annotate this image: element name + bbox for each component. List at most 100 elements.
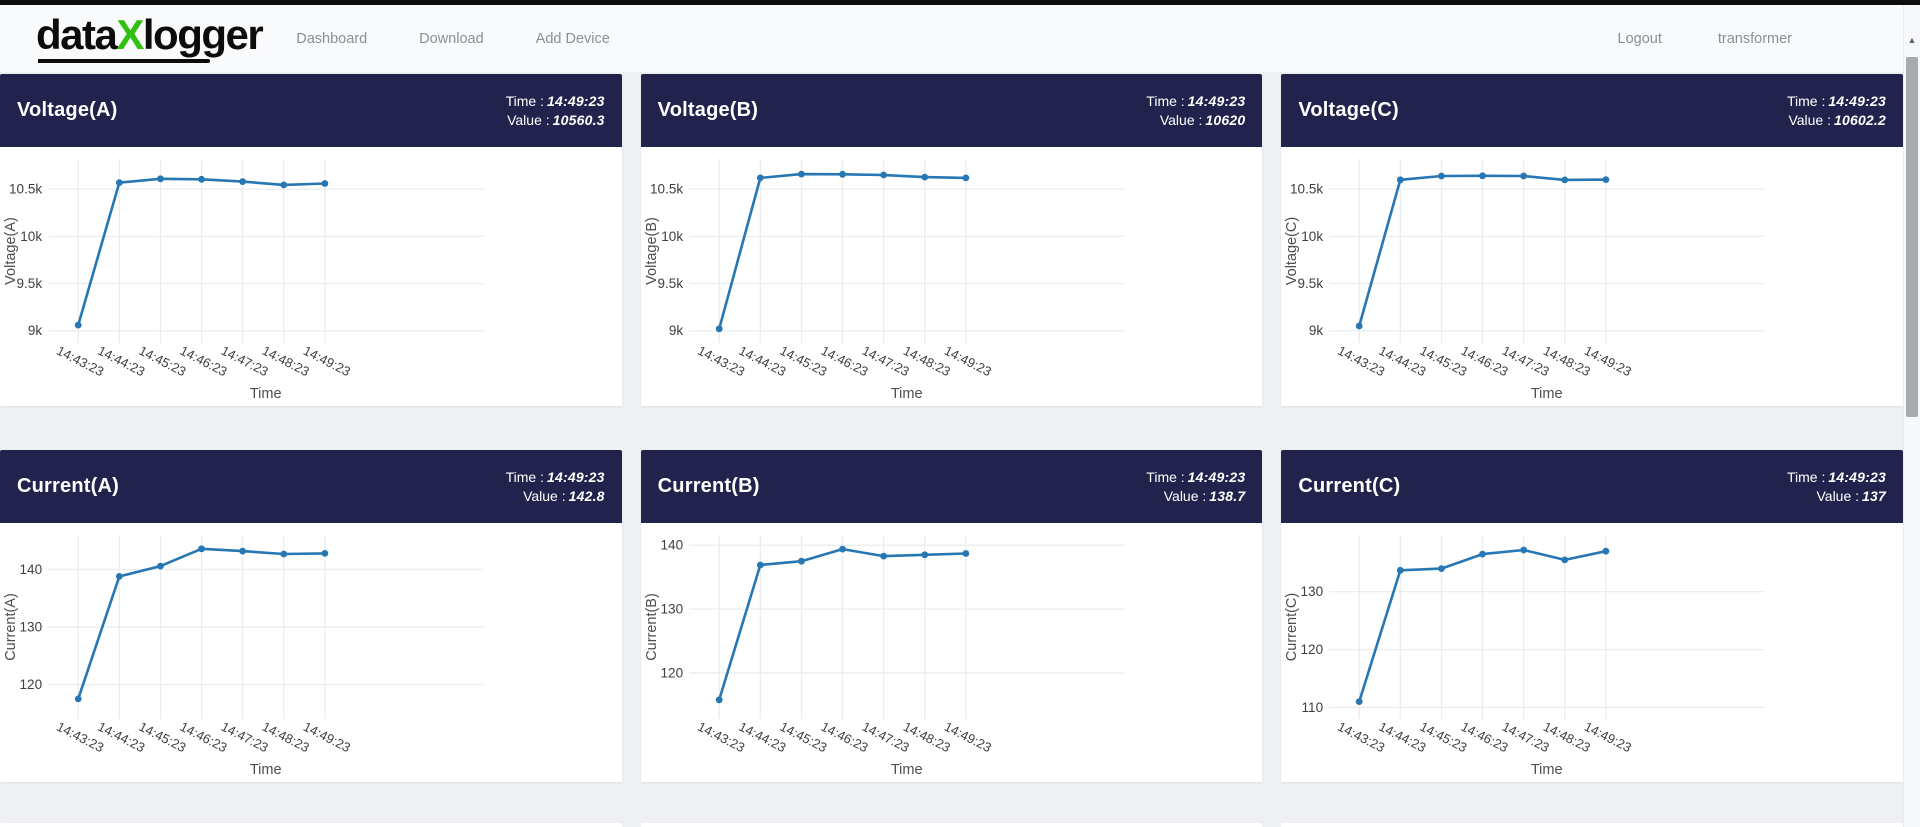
main-nav: Dashboard Download Add Device (296, 31, 610, 47)
page-scrollbar[interactable]: ▲ (1903, 5, 1920, 827)
username-link[interactable]: transformer (1717, 30, 1792, 47)
time-value: 14:49:23 (1187, 92, 1246, 109)
chart-canvas: 12013014014:43:2314:44:2314:45:2314:46:2… (3, 535, 484, 778)
logo-accent-x: X (116, 11, 144, 58)
svg-text:10.5k: 10.5k (1290, 182, 1323, 197)
svg-text:Voltage(C): Voltage(C) (1284, 217, 1300, 285)
svg-text:14:49:23: 14:49:23 (301, 343, 353, 379)
svg-text:120: 120 (20, 677, 43, 692)
svg-text:Current(B): Current(B) (644, 593, 660, 661)
svg-text:Current(A): Current(A) (3, 593, 19, 661)
chart-canvas: 9k9.5k10k10.5k14:43:2314:44:2314:45:2314… (3, 159, 484, 402)
svg-text:130: 130 (660, 602, 683, 617)
line-chart[interactable]: 120 130 140 14:43:23 14:44:23 14:45:23 14:46:2… (640, 523, 1263, 782)
line-chart[interactable]: 9k 9.5k 10k 10.5k 14:43:23 14:44:23 14:45:23 14… (1281, 147, 1903, 406)
chart-card-header: Voltage(A) Time :14:49:23 Value :10560.3 (0, 74, 622, 147)
top-black-strip (0, 0, 1920, 5)
chart-card: Current(A) Time :14:49:23 Value :142.8 1… (0, 450, 622, 782)
chart-card: Voltage(B) Time :14:49:23 Value :10620 9… (640, 74, 1263, 406)
value-value: 10602.2 (1833, 111, 1886, 128)
chart-meta: Time :14:49:23 Value :10620 (1146, 92, 1245, 130)
svg-text:120: 120 (660, 666, 683, 681)
chart-meta: Time :14:49:23 Value :138.7 (1146, 468, 1245, 506)
chart-card: Current(B) Time :14:49:23 Value :138.7 1… (640, 450, 1263, 782)
svg-text:10k: 10k (661, 229, 683, 244)
value-value: 10560.3 (552, 111, 605, 128)
next-row-card-peek (640, 823, 1263, 827)
chart-canvas: 9k9.5k10k10.5k14:43:2314:44:2314:45:2314… (1284, 159, 1765, 402)
value-label: Value : (1163, 487, 1207, 504)
chart-canvas: 12013014014:43:2314:44:2314:45:2314:46:2… (644, 535, 1124, 778)
svg-text:14:49:23: 14:49:23 (301, 719, 353, 755)
app-logo[interactable]: dataXlogger (36, 11, 264, 63)
time-label: Time : (1786, 468, 1826, 485)
svg-text:140: 140 (20, 562, 43, 577)
chart-title: Voltage(A) (17, 99, 118, 121)
line-chart[interactable]: 110 120 130 14:43:23 14:44:23 14:45:23 14:46:2… (1281, 523, 1903, 782)
value-value: 10620 (1205, 111, 1246, 128)
chart-meta: Time :14:49:23 Value :137 (1787, 468, 1886, 506)
nav-item-add-device[interactable]: Add Device (535, 30, 610, 47)
svg-text:9.5k: 9.5k (1298, 276, 1324, 291)
time-value: 14:49:23 (547, 92, 605, 109)
line-chart[interactable]: 120 130 140 14:43:23 14:44:23 14:45:23 14:46:2… (0, 523, 622, 782)
chart-card-header: Voltage(B) Time :14:49:23 Value :10620 (640, 74, 1263, 147)
svg-text:130: 130 (1301, 584, 1324, 599)
svg-text:Time: Time (250, 386, 282, 402)
value-label: Value : (1816, 487, 1860, 504)
time-value: 14:49:23 (1828, 92, 1886, 109)
time-label: Time : (505, 92, 544, 109)
chart-meta: Time :14:49:23 Value :10560.3 (506, 92, 605, 130)
chart-card-header: Voltage(C) Time :14:49:23 Value :10602.2 (1281, 74, 1903, 147)
svg-text:Time: Time (1531, 762, 1563, 778)
chart-title: Current(C) (1298, 475, 1401, 497)
nav-item-dashboard[interactable]: Dashboard (296, 30, 368, 47)
time-value: 14:49:23 (547, 468, 605, 485)
svg-text:Voltage(A): Voltage(A) (3, 217, 19, 285)
svg-text:14:49:23: 14:49:23 (1582, 719, 1634, 755)
svg-text:9.5k: 9.5k (657, 276, 683, 291)
time-value: 14:49:23 (1828, 468, 1886, 485)
svg-text:Voltage(B): Voltage(B) (644, 217, 660, 285)
logo-underline (38, 59, 210, 63)
nav-item-download[interactable]: Download (419, 30, 484, 47)
svg-text:Time: Time (250, 762, 282, 778)
next-row-peek (0, 823, 1903, 827)
chart-canvas: 9k9.5k10k10.5k14:43:2314:44:2314:45:2314… (644, 159, 1124, 402)
line-chart[interactable]: 9k 9.5k 10k 10.5k 14:43:23 14:44:23 14:45:23 14… (640, 147, 1263, 406)
chart-card-header: Current(B) Time :14:49:23 Value :138.7 (640, 450, 1263, 523)
logout-link[interactable]: Logout (1617, 30, 1662, 47)
svg-text:Time: Time (891, 762, 923, 778)
chart-meta: Time :14:49:23 Value :142.8 (506, 468, 605, 506)
svg-text:10.5k: 10.5k (9, 182, 42, 197)
chart-card-header: Current(C) Time :14:49:23 Value :137 (1281, 450, 1903, 523)
header-right: Logout transformer (1618, 31, 1881, 47)
value-label: Value : (523, 487, 566, 504)
chart-title: Voltage(C) (1298, 99, 1399, 121)
svg-text:Time: Time (1531, 386, 1563, 402)
chart-title: Current(A) (17, 475, 119, 497)
svg-text:10.5k: 10.5k (650, 182, 683, 197)
svg-text:130: 130 (20, 620, 43, 635)
chart-title: Current(B) (657, 475, 760, 497)
svg-text:9k: 9k (668, 323, 683, 338)
time-label: Time : (1146, 468, 1185, 485)
scrollbar-up-arrow-icon[interactable]: ▲ (1907, 35, 1917, 45)
chart-meta: Time :14:49:23 Value :10602.2 (1787, 92, 1886, 130)
svg-text:14:49:23: 14:49:23 (942, 719, 994, 755)
chart-canvas: 11012013014:43:2314:44:2314:45:2314:46:2… (1284, 535, 1765, 778)
chart-title: Voltage(B) (657, 99, 759, 121)
svg-text:Time: Time (891, 386, 923, 402)
logo-text-right: logger (142, 11, 264, 58)
chart-card: Voltage(A) Time :14:49:23 Value :10560.3… (0, 74, 622, 406)
svg-text:14:49:23: 14:49:23 (1582, 343, 1634, 379)
svg-text:10k: 10k (1302, 229, 1324, 244)
next-row-card-peek (1281, 823, 1903, 827)
value-label: Value : (1159, 111, 1203, 128)
time-value: 14:49:23 (1187, 468, 1246, 485)
svg-text:Current(C): Current(C) (1284, 593, 1300, 661)
app-header: dataXlogger Dashboard Download Add Devic… (0, 5, 1920, 73)
chart-card: Voltage(C) Time :14:49:23 Value :10602.2… (1281, 74, 1903, 406)
line-chart[interactable]: 9k 9.5k 10k 10.5k 14:43:23 14:44:23 14:45:23 14… (0, 147, 622, 406)
scrollbar-thumb[interactable] (1906, 57, 1918, 417)
